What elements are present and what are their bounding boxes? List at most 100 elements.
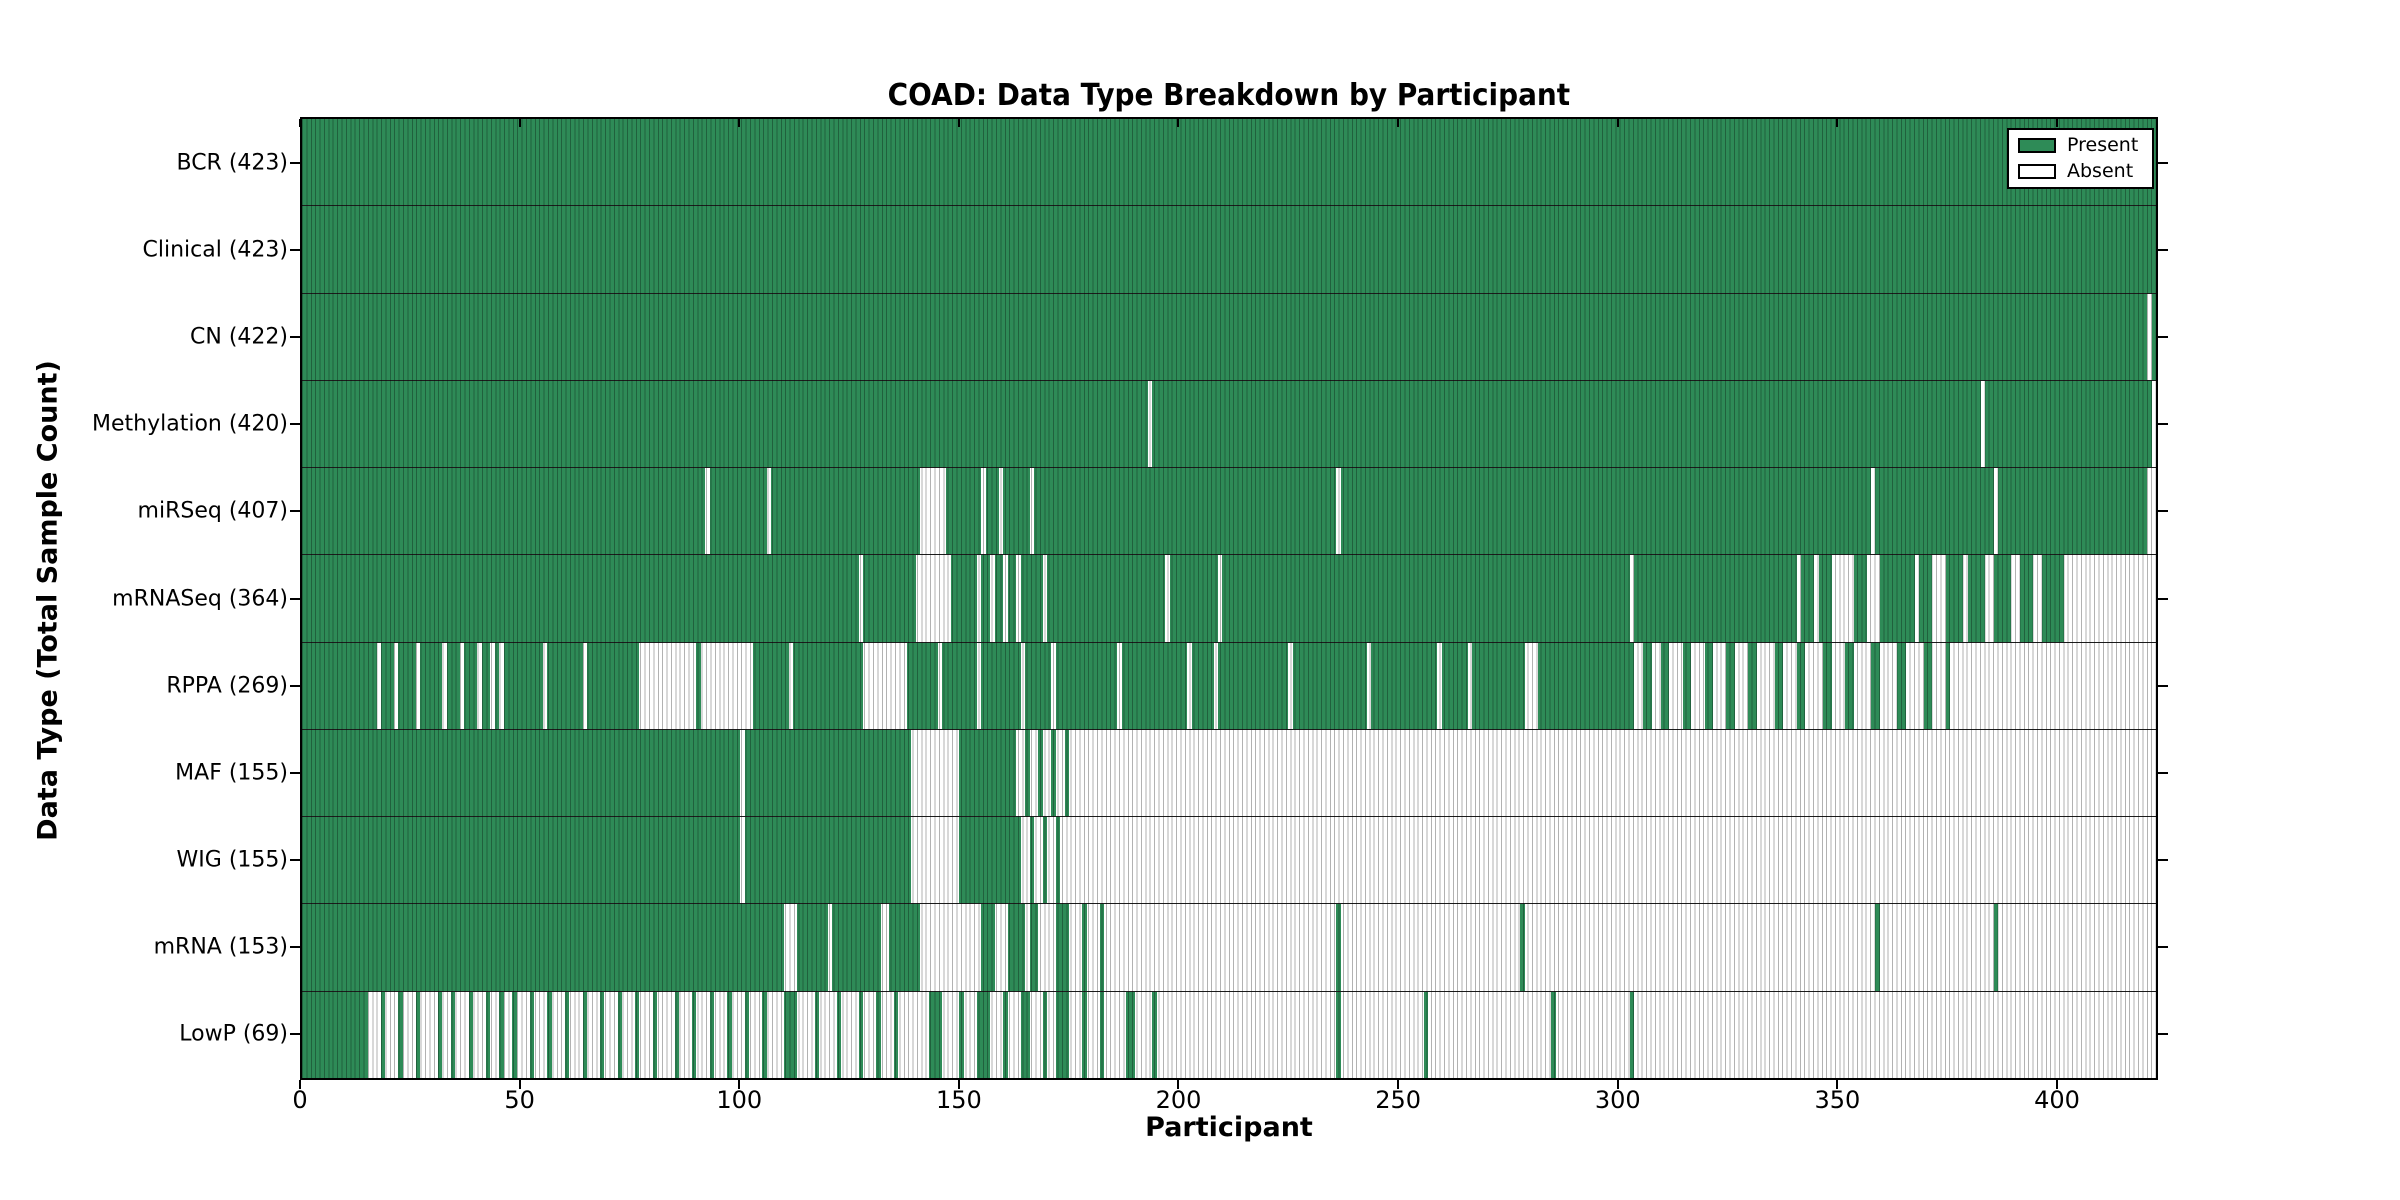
ytick-mark [2158,1033,2168,1036]
xtick-label-0: 0 [292,1086,308,1114]
present-segment [762,991,767,1078]
present-segment [1055,817,1061,904]
ytick-label-MAF: MAF (155) [175,760,288,786]
present-segment [451,991,456,1078]
present-segment [1222,555,1631,642]
present-segment [529,991,535,1078]
present-segment [1800,555,1815,642]
present-segment [1853,555,1867,642]
present-segment [302,293,2148,380]
present-segment [1042,817,1048,904]
present-segment [784,991,798,1078]
present-segment [1796,642,1806,729]
present-segment [1152,380,1981,468]
present-segment [547,642,583,729]
present-segment [499,991,504,1078]
ytick-label-Clinical: Clinical (423) [142,237,288,263]
present-segment [2042,555,2064,642]
present-segment [889,904,920,991]
present-segment [1424,991,1429,1078]
present-segment [582,991,587,1078]
ytick-label-mRNA: mRNA (153) [153,934,288,960]
present-segment [2151,293,2156,380]
ytick-mark [2158,597,2168,600]
present-segment [302,991,368,1078]
present-segment [1774,642,1784,729]
present-segment [770,468,920,555]
legend: Present Absent [2007,128,2154,189]
xtick-label-350: 350 [1814,1086,1861,1114]
present-segment [464,642,478,729]
present-segment [1003,468,1030,555]
xtick-label-300: 300 [1594,1086,1641,1114]
present-segment [1055,991,1069,1078]
ytick-mark [290,684,300,687]
ytick-label-LowP: LowP (69) [179,1021,288,1047]
ytick-mark [2158,771,2168,774]
present-segment [415,991,421,1078]
ytick-mark [2158,335,2168,338]
legend-entry-absent: Absent [2018,162,2146,181]
present-segment [753,642,789,729]
xtick-mark-top [518,119,521,127]
ytick-mark [2158,859,2168,862]
present-segment [1047,555,1166,642]
present-segment [302,380,1148,468]
present-segment [1897,642,1907,729]
present-segment [863,555,916,642]
row-WIG [302,817,2156,905]
present-segment [600,991,605,1078]
present-segment [564,991,570,1078]
row-mRNASeq [302,555,2156,643]
present-segment [959,817,1021,904]
present-segment [494,642,500,729]
present-segment [302,642,377,729]
present-segment [994,555,1004,642]
present-segment [1993,904,1999,991]
present-segment [1099,991,1105,1078]
present-segment [302,904,785,991]
ytick-mark [290,335,300,338]
present-segment [1099,904,1105,991]
present-segment [928,991,942,1078]
present-segment [696,642,701,729]
present-segment [1660,642,1670,729]
xtick-mark-bottom [738,1080,741,1089]
present-segment [1038,729,1043,817]
ytick-label-Methylation: Methylation (420) [92,411,288,437]
present-segment [1682,642,1692,729]
present-segment [1152,991,1157,1078]
present-segment [876,991,881,1078]
present-segment [1029,904,1039,991]
ytick-label-mRNASeq: mRNASeq (364) [112,586,288,611]
xtick-mark-top [738,119,741,127]
present-segment [302,729,741,817]
present-segment [1371,642,1438,729]
ytick-mark [2158,684,2168,687]
present-segment [486,991,491,1078]
present-segment [950,555,977,642]
present-segment [380,642,395,729]
xtick-mark-top [299,119,301,127]
ytick-mark [2158,510,2168,513]
present-segment [906,642,938,729]
present-segment [1336,991,1341,1078]
present-segment [302,206,2156,293]
present-segment [1726,642,1736,729]
present-segment [893,991,899,1078]
xtick-mark-bottom [518,1080,521,1089]
xtick-label-150: 150 [935,1086,982,1114]
present-segment [1292,642,1368,729]
row-RPPA [302,642,2156,730]
present-segment [709,468,767,555]
present-segment [1748,642,1758,729]
present-segment [1121,642,1188,729]
xtick-mark-top [1616,119,1619,127]
xtick-mark-bottom [1616,1080,1619,1089]
present-segment [985,468,999,555]
present-segment [1191,642,1214,729]
xtick-mark-bottom [957,1080,960,1089]
xtick-mark-bottom [299,1080,301,1089]
present-segment [744,729,912,817]
present-segment [959,991,964,1078]
